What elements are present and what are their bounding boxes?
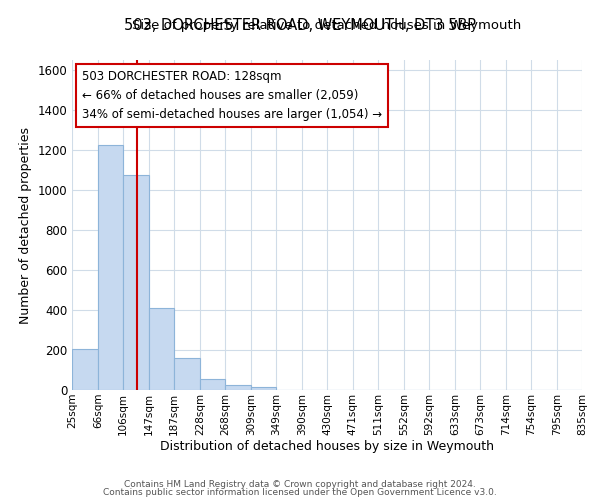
- Bar: [72, 349, 98, 390]
- Text: 503 DORCHESTER ROAD: 128sqm
← 66% of detached houses are smaller (2,059)
34% of : 503 DORCHESTER ROAD: 128sqm ← 66% of det…: [82, 70, 382, 121]
- Text: 503, DORCHESTER ROAD, WEYMOUTH, DT3 5BP: 503, DORCHESTER ROAD, WEYMOUTH, DT3 5BP: [124, 18, 476, 32]
- Bar: [225, 385, 251, 390]
- Bar: [149, 308, 174, 390]
- Text: Contains HM Land Registry data © Crown copyright and database right 2024.: Contains HM Land Registry data © Crown c…: [124, 480, 476, 489]
- Bar: [174, 358, 200, 390]
- Title: Size of property relative to detached houses in Weymouth: Size of property relative to detached ho…: [133, 20, 521, 32]
- Y-axis label: Number of detached properties: Number of detached properties: [19, 126, 32, 324]
- Bar: [251, 387, 276, 390]
- Text: Contains public sector information licensed under the Open Government Licence v3: Contains public sector information licen…: [103, 488, 497, 497]
- Bar: [98, 145, 123, 390]
- X-axis label: Distribution of detached houses by size in Weymouth: Distribution of detached houses by size …: [160, 440, 494, 454]
- Bar: [123, 175, 149, 390]
- Bar: [200, 379, 225, 390]
